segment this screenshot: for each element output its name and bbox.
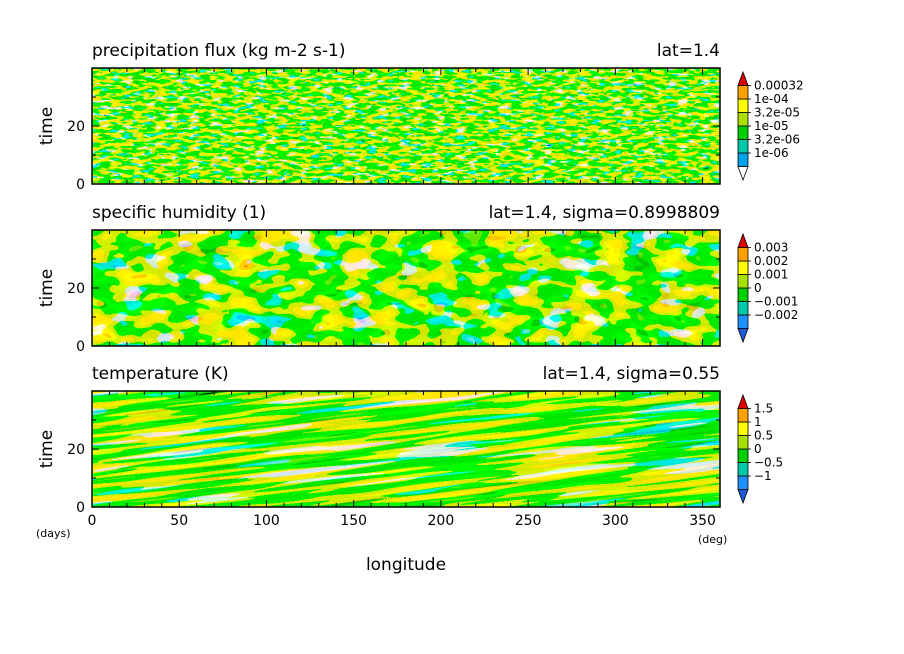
- colorbar-label: 0.5: [754, 429, 773, 443]
- colorbar-swatch: [737, 139, 749, 154]
- x-tick-label: 250: [515, 513, 542, 529]
- colorbar-swatch: [737, 70, 749, 86]
- y-axis: 0 20: [67, 229, 720, 355]
- colorbar-label: 3.2e-06: [754, 133, 800, 147]
- colorbar: 1.510.50−0.5−1: [737, 393, 783, 505]
- y-axis-label: time: [37, 269, 57, 307]
- x-ticks: [91, 68, 721, 184]
- colorbar-swatch: [737, 166, 749, 182]
- y-axis: 0 20: [67, 67, 720, 193]
- colorbar-swatch: [737, 421, 749, 436]
- colorbar-label: −0.001: [754, 295, 798, 309]
- colorbar-swatch: [737, 85, 749, 100]
- x-tick-label: 300: [602, 513, 629, 529]
- colorbar-swatch: [737, 274, 749, 289]
- colorbar-swatch: [737, 314, 749, 329]
- panel-temperature: temperature (K) lat=1.4, sigma=0.55 020 …: [36, 364, 783, 575]
- colorbar-label: −1: [754, 469, 772, 483]
- colorbar-swatch: [737, 462, 749, 477]
- x-tick-label: 350: [689, 513, 716, 529]
- panel-title: specific humidity (1): [92, 203, 266, 223]
- panel-title: precipitation flux (kg m-2 s-1): [92, 41, 345, 61]
- colorbar-label: 1: [754, 415, 762, 429]
- panel-humidity: specific humidity (1) lat=1.4, sigma=0.8…: [37, 203, 798, 355]
- colorbar-label: 0: [754, 281, 762, 295]
- y-tick-label: 20: [67, 281, 85, 297]
- colorbar-swatch: [737, 393, 749, 409]
- x-tick-label: 0: [88, 513, 97, 529]
- colorbar-swatch: [737, 232, 749, 248]
- x-ticks: [91, 230, 721, 346]
- panel-subtitle: lat=1.4: [657, 41, 720, 61]
- colorbar-swatch: [737, 435, 749, 450]
- y-tick-label: 20: [67, 442, 85, 458]
- panel-subtitle: lat=1.4, sigma=0.55: [543, 364, 720, 384]
- x-tick-label: 50: [170, 513, 188, 529]
- y-tick-label: 0: [76, 339, 85, 355]
- y-axis-label: time: [37, 107, 57, 145]
- colorbar-swatch: [737, 260, 749, 275]
- panel-subtitle: lat=1.4, sigma=0.8998809: [489, 203, 720, 223]
- colorbar-label: 3.2e-05: [754, 106, 800, 120]
- colorbar-label: 1e-04: [754, 92, 789, 106]
- x-tick-label: 200: [428, 513, 455, 529]
- colorbar-swatch: [737, 247, 749, 262]
- colorbar-label: 0.002: [754, 254, 788, 268]
- colorbar-label: −0.5: [754, 456, 783, 470]
- x-axis: 0 50 100 150 200 250 300 350: [88, 513, 716, 529]
- colorbar-swatch: [737, 475, 749, 490]
- x-ticks: [91, 391, 721, 507]
- colorbar-label: 0.003: [754, 241, 788, 255]
- colorbar-swatch: [737, 448, 749, 463]
- colorbar-swatch: [737, 489, 749, 505]
- colorbar-swatch: [737, 152, 749, 167]
- y-axis: 0 20: [67, 390, 720, 516]
- panel-title: temperature (K): [92, 364, 229, 384]
- humidity-field: [92, 230, 720, 346]
- x-tick-label: 100: [253, 513, 280, 529]
- x-unit-label: (deg): [698, 533, 727, 546]
- colorbar-label: 1e-05: [754, 119, 789, 133]
- colorbar-label: 0.00032: [754, 79, 804, 93]
- colorbar-label: 1.5: [754, 402, 773, 416]
- colorbar-label: 0: [754, 442, 762, 456]
- colorbar-label: −0.002: [754, 308, 798, 322]
- x-tick-label: 150: [340, 513, 367, 529]
- colorbar-swatch: [737, 98, 749, 113]
- y-tick-label: 0: [76, 500, 85, 516]
- y-tick-label: 20: [67, 119, 85, 135]
- colorbar-swatch: [737, 287, 749, 302]
- panel-precipitation: precipitation flux (kg m-2 s-1) lat=1.4 …: [37, 41, 804, 193]
- precipitation-field: [92, 68, 720, 184]
- colorbar-swatch: [737, 125, 749, 140]
- colorbar-swatch: [737, 112, 749, 127]
- y-axis-label: time: [37, 430, 57, 468]
- y-tick-label: 0: [76, 177, 85, 193]
- temperature-field: [92, 391, 720, 507]
- colorbar-label: 1e-06: [754, 146, 789, 160]
- x-axis-label: longitude: [366, 555, 446, 575]
- colorbar-swatch: [737, 408, 749, 423]
- y-unit-label: (days): [36, 527, 71, 540]
- colorbar-label: 0.001: [754, 268, 788, 282]
- colorbar-swatch: [737, 301, 749, 316]
- colorbar-swatch: [737, 328, 749, 344]
